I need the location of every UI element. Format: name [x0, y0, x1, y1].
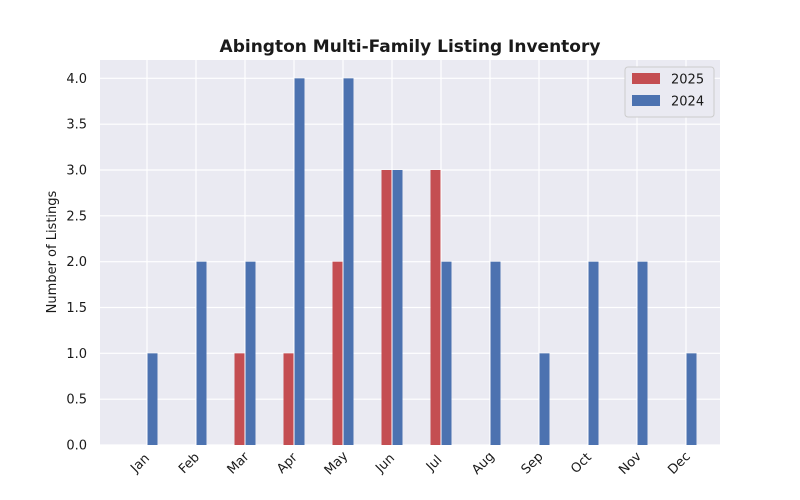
y-axis-label: Number of Listings: [45, 190, 60, 313]
bar-2024-Dec: [686, 353, 697, 445]
x-tick-label: Dec: [665, 449, 693, 477]
x-tick-label: Apr: [274, 450, 301, 477]
bar-2024-Oct: [588, 261, 599, 445]
bar-2024-May: [343, 78, 354, 445]
x-tick-label: Jul: [423, 453, 445, 475]
legend-swatch-2024: [632, 95, 660, 106]
bar-2024-Sep: [539, 353, 550, 445]
y-tick-label: 2.0: [66, 255, 87, 270]
x-tick-labels: Jan Feb Mar Apr May Jun Jul Aug Sep Oct Nov Dec: [127, 449, 693, 479]
bar-2025-Apr: [283, 353, 294, 445]
y-tick-label: 2.5: [66, 209, 87, 224]
y-tick-label: 3.5: [66, 118, 87, 133]
bar-2024-Mar: [245, 261, 256, 445]
chart-title: Abington Multi-Family Listing Inventory: [220, 37, 601, 57]
y-tick-label: 3.0: [66, 164, 87, 179]
x-tick-label: Jan: [127, 451, 152, 476]
legend: 2025 2024: [624, 66, 715, 118]
x-tick-label: Mar: [225, 449, 253, 477]
bar-2024-Aug: [490, 261, 501, 445]
legend-label-2024: 2024: [671, 95, 704, 110]
bar-2024-Jun: [392, 170, 403, 445]
x-gridlines: [146, 60, 687, 445]
bars: [147, 78, 697, 445]
y-tick-label: 0.0: [66, 439, 87, 454]
x-tick-label: May: [322, 449, 352, 479]
x-tick-label: Nov: [616, 449, 645, 478]
bar-2025-Jun: [381, 170, 392, 445]
y-tick-label: 0.5: [66, 393, 87, 408]
x-tick-label: Sep: [519, 450, 547, 478]
y-tick-label: 4.0: [66, 72, 87, 87]
bar-2024-Nov: [637, 261, 648, 445]
legend-swatch-2025: [632, 73, 660, 84]
bar-2024-Jan: [147, 353, 158, 445]
bar-2025-Jul: [430, 170, 441, 445]
bar-2025-Mar: [234, 353, 245, 445]
x-tick-label: Oct: [568, 450, 595, 477]
bar-2024-Jul: [441, 261, 452, 445]
x-tick-label: Jun: [372, 451, 398, 477]
x-tick-label: Aug: [469, 449, 498, 478]
x-tick-label: Feb: [176, 450, 203, 477]
plot-area: [100, 60, 720, 445]
bar-2024-Feb: [196, 261, 207, 445]
y-tick-label: 1.5: [66, 301, 87, 316]
y-tick-labels: 0.0 0.5 1.0 1.5 2.0 2.5 3.0 3.5 4.0: [66, 72, 87, 454]
bar-2025-May: [332, 261, 343, 445]
legend-label-2025: 2025: [671, 73, 704, 88]
y-tick-label: 1.0: [66, 347, 87, 362]
bar-2024-Apr: [294, 78, 305, 445]
